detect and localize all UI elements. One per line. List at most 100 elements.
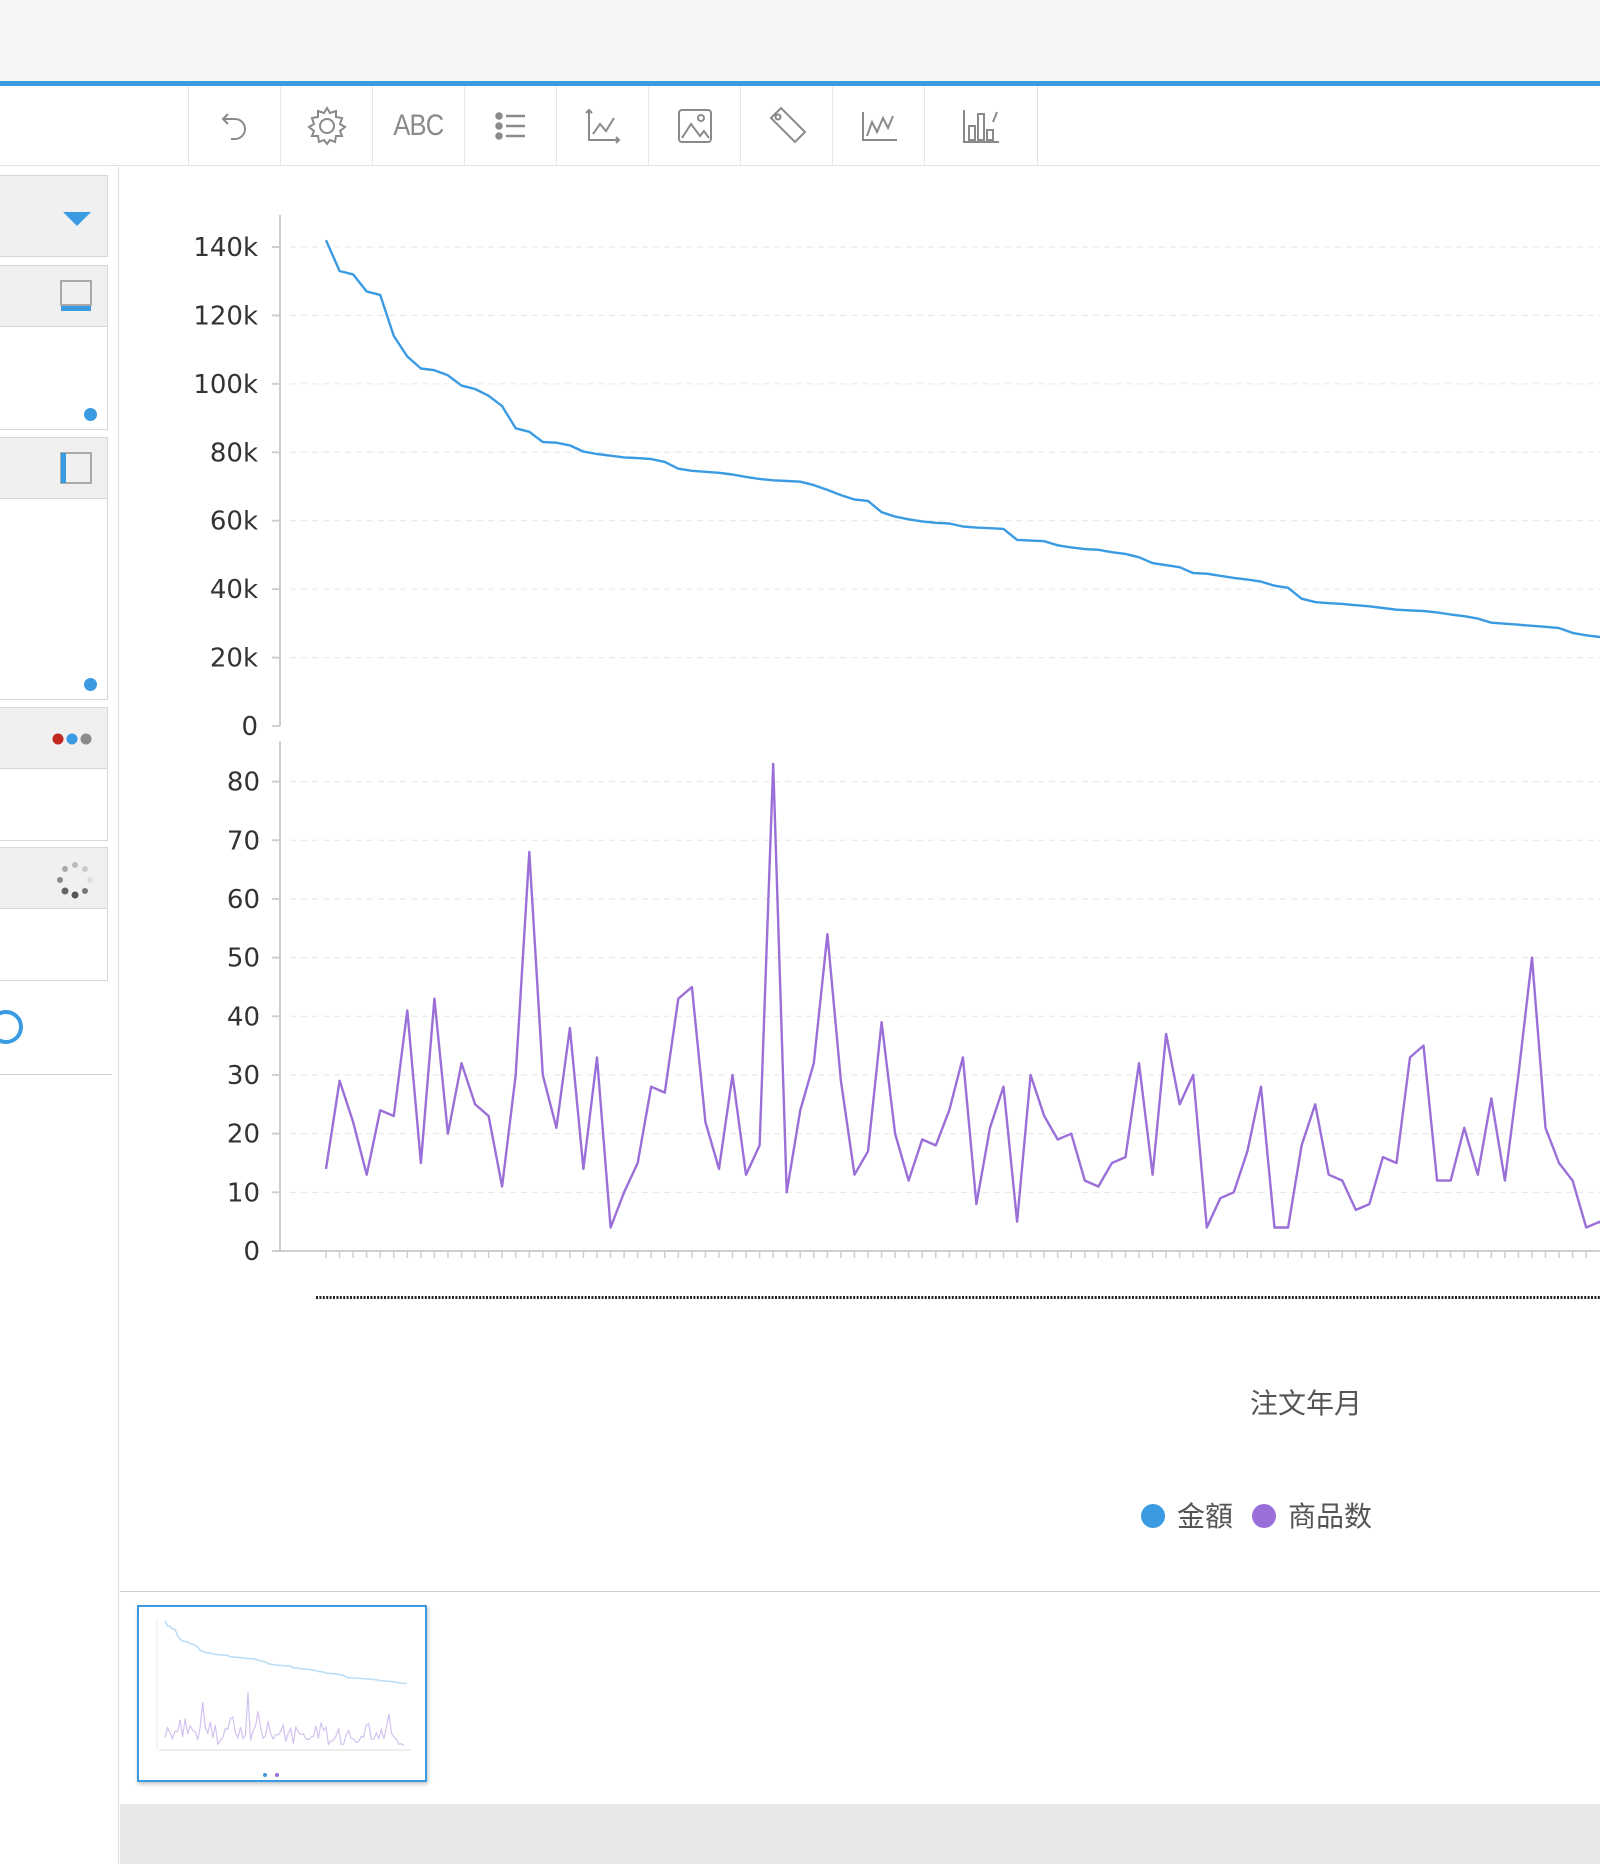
x-tick-label-dot xyxy=(336,1296,339,1299)
x-tick-label-dot xyxy=(1261,1296,1264,1299)
x-tick-label-dot xyxy=(676,1296,679,1299)
x-tick-label-dot xyxy=(1587,1296,1590,1299)
x-tick-label-dot xyxy=(1431,1296,1434,1299)
x-tick-label-dot xyxy=(1047,1296,1049,1299)
line-chart-button[interactable] xyxy=(833,86,925,166)
settings-button[interactable] xyxy=(281,86,373,166)
color-palette-content xyxy=(0,769,108,841)
x-tick-label-dot xyxy=(679,1296,682,1299)
x-tick-label-dot xyxy=(887,1296,890,1299)
x-tick-label-dot xyxy=(900,1296,903,1299)
axis-button[interactable] xyxy=(557,86,649,166)
x-tick-label-dot xyxy=(1336,1296,1338,1299)
x-tick-label-dot xyxy=(809,1296,811,1299)
data-label-button[interactable] xyxy=(741,86,833,166)
x-tick-label-dot xyxy=(1125,1296,1128,1299)
x-tick-label-dot xyxy=(1104,1296,1107,1299)
x-tick-label-dot xyxy=(1325,1296,1328,1299)
x-tick-label-dot xyxy=(1203,1296,1206,1299)
x-tick-label-dot xyxy=(1302,1296,1304,1299)
x-tick-label-dot xyxy=(1397,1296,1400,1299)
x-tick-label-dot xyxy=(574,1296,577,1299)
x-tick-label-dot xyxy=(815,1296,818,1299)
x-tick-label-dot xyxy=(785,1296,788,1299)
x-tick-label-dot xyxy=(1458,1296,1461,1299)
x-tick-label-dot xyxy=(554,1296,556,1299)
x-tick-label-dot xyxy=(836,1296,839,1299)
x-tick-label-dot xyxy=(1166,1296,1168,1299)
x-tick-label-dot xyxy=(567,1296,570,1299)
x-tick-label-dot xyxy=(384,1296,386,1299)
x-tick-label-dot xyxy=(479,1296,482,1299)
x-tick-label-dot xyxy=(1543,1296,1546,1299)
x-tick-label-dot xyxy=(795,1296,798,1299)
layout-left-toggle[interactable] xyxy=(0,437,108,499)
x-tick-label-dot xyxy=(622,1296,624,1299)
x-tick-label-dot xyxy=(564,1296,567,1299)
x-tick-label-dot xyxy=(1067,1296,1070,1299)
color-palette-toggle[interactable] xyxy=(0,707,108,769)
x-tick-label-dot xyxy=(1353,1296,1355,1299)
x-tick-label-dot xyxy=(1094,1296,1097,1299)
panel-dropdown[interactable] xyxy=(0,175,108,257)
x-tick-label-dot xyxy=(533,1296,536,1299)
x-tick-label-dot xyxy=(1179,1296,1182,1299)
x-tick-label-dot xyxy=(999,1296,1002,1299)
undo-button[interactable] xyxy=(189,86,281,166)
x-tick-label-dot xyxy=(934,1296,937,1299)
x-tick-label-dot xyxy=(1495,1296,1498,1299)
x-tick-label-dot xyxy=(1319,1296,1321,1299)
x-tick-label-dot xyxy=(761,1296,764,1299)
x-tick-label-dot xyxy=(1087,1296,1090,1299)
x-tick-label-dot xyxy=(1230,1296,1233,1299)
x-tick-label-dot xyxy=(1427,1296,1430,1299)
x-tick-label-dot xyxy=(435,1296,437,1299)
x-tick-label-dot xyxy=(917,1296,920,1299)
x-tick-label-dot xyxy=(778,1296,781,1299)
thumb-legend-dot xyxy=(275,1773,279,1777)
x-tick-label-dot xyxy=(1145,1296,1148,1299)
x-tick-label-dot xyxy=(1115,1296,1117,1299)
footer-bar xyxy=(120,1804,1600,1864)
layout-left-icon xyxy=(60,452,92,484)
x-tick-label-dot xyxy=(1506,1296,1508,1299)
x-tick-label-dot xyxy=(489,1296,492,1299)
x-tick-label-dot xyxy=(1196,1296,1199,1299)
x-tick-label-dot xyxy=(1407,1296,1410,1299)
x-tick-label-dot xyxy=(1227,1296,1230,1299)
x-tick-label-dot xyxy=(1550,1296,1553,1299)
x-tick-label-dot xyxy=(700,1296,703,1299)
x-tick-label-dot xyxy=(414,1296,417,1299)
x-tick-label-dot xyxy=(1448,1296,1451,1299)
text-label-button[interactable]: ABC xyxy=(373,86,465,166)
x-tick-label-dot xyxy=(1176,1296,1179,1299)
x-tick-label-dot xyxy=(1536,1296,1539,1299)
x-tick-label-dot xyxy=(1482,1296,1485,1299)
x-tick-label-dot xyxy=(856,1296,859,1299)
legend-button[interactable] xyxy=(465,86,557,166)
chart-area: 0 20k 40k 60k 80k 100k 120k 140k 0 10 20 30 40 50 60 7… xyxy=(120,167,1600,1591)
x-tick-label-dot xyxy=(1152,1296,1155,1299)
chart-thumbnail[interactable] xyxy=(137,1605,427,1782)
x-tick-label-dot xyxy=(1268,1296,1270,1299)
x-tick-label-dot xyxy=(387,1296,390,1299)
x-tick-label-dot xyxy=(339,1296,342,1299)
x-tick-label-dot xyxy=(360,1296,363,1299)
x-tick-label-dot xyxy=(438,1296,441,1299)
gear-icon xyxy=(306,106,347,146)
line-chart-icon xyxy=(861,112,897,141)
x-tick-label-dot xyxy=(421,1296,424,1299)
x-tick-label-dot xyxy=(802,1296,805,1299)
layout-bottom-toggle[interactable] xyxy=(0,265,108,327)
x-tick-label-dot xyxy=(843,1296,845,1299)
x-tick-label-dot xyxy=(1560,1296,1563,1299)
x-tick-label-dot xyxy=(1244,1296,1247,1299)
loading-toggle[interactable] xyxy=(0,847,108,909)
y-tick-label: 20k xyxy=(210,644,258,674)
circle-toggle-icon[interactable] xyxy=(0,1007,26,1047)
bar-chart-button[interactable] xyxy=(925,86,1037,166)
x-tick-label-dot xyxy=(350,1296,352,1299)
x-tick-label-dot xyxy=(965,1296,968,1299)
x-tick-label-dot xyxy=(754,1296,757,1299)
background-image-button[interactable] xyxy=(649,86,741,166)
